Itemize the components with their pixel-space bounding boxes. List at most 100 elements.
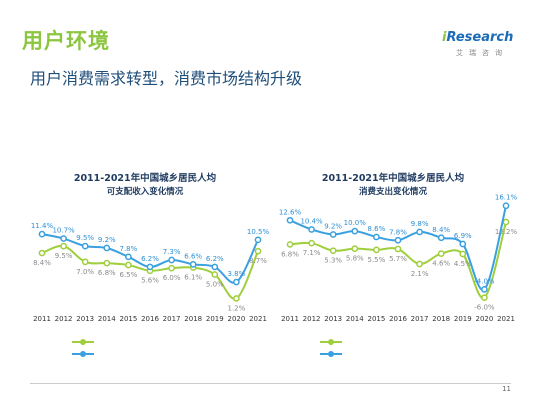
x-tick-label: 2017: [163, 315, 181, 323]
page-number: 11: [502, 385, 511, 393]
data-point: [394, 245, 402, 253]
footer-divider: [30, 383, 511, 384]
data-label: -6.0%: [474, 304, 495, 312]
data-point: [103, 259, 111, 267]
data-label: 12.6%: [279, 208, 302, 216]
data-point: [351, 227, 359, 235]
data-point: [416, 260, 423, 268]
data-point: [254, 247, 262, 255]
x-tick-label: 2015: [367, 315, 385, 323]
data-label: 2.1%: [411, 270, 429, 278]
page-title: 用户环境: [22, 29, 110, 53]
data-point: [329, 231, 337, 238]
data-point: [60, 242, 67, 250]
data-point: [125, 253, 132, 261]
x-tick-label: 2018: [184, 315, 202, 323]
data-point: [394, 236, 402, 244]
x-tick-label: 2018: [432, 315, 450, 323]
data-label: 1.2%: [228, 304, 246, 312]
brand-name: iResearch: [442, 30, 514, 45]
x-tick-label: 2012: [303, 315, 321, 323]
data-label: 7.8%: [389, 228, 407, 236]
data-point: [437, 250, 445, 257]
data-point: [459, 240, 467, 248]
data-label: 4.5%: [454, 260, 472, 268]
data-label: -4.0%: [474, 277, 495, 285]
data-label: 5.5%: [368, 256, 386, 264]
brand-logo: iResearch 艾瑞咨询: [442, 30, 514, 58]
data-point: [286, 216, 294, 224]
x-tick-label: 2020: [475, 315, 493, 323]
data-point: [373, 233, 380, 241]
data-label: 12.2%: [495, 228, 518, 236]
x-tick-label: 2017: [411, 315, 429, 323]
data-point: [233, 295, 240, 302]
data-label: 6.5%: [120, 271, 138, 279]
x-tick-label: 2013: [324, 315, 342, 323]
data-point: [211, 271, 219, 278]
data-label: 8.4%: [33, 259, 51, 267]
data-point: [60, 235, 67, 242]
data-label: 6.9%: [454, 232, 472, 240]
data-label: 6.8%: [281, 250, 299, 258]
data-label: 8.6%: [368, 225, 386, 233]
data-label: 16.1%: [495, 194, 518, 202]
data-point: [329, 247, 337, 255]
data-label: 5.3%: [324, 257, 342, 265]
body-paragraph: [32, 96, 508, 160]
x-tick-label: 2013: [76, 315, 94, 323]
data-point: [81, 242, 89, 250]
data-point: [437, 234, 445, 242]
data-point: [168, 256, 175, 264]
data-label: 9.8%: [411, 220, 429, 228]
legend-consumption-series-b: [320, 351, 347, 357]
x-tick-label: 2014: [346, 315, 364, 323]
x-tick-label: 2011: [33, 315, 51, 323]
chart-subtitle-income: 可支配收入变化情况: [106, 187, 184, 197]
data-point: [416, 228, 423, 236]
chart-title-income: 2011-2021年中国城乡居民人均: [73, 173, 217, 184]
x-tick-label: 2011: [281, 315, 299, 323]
data-label: 5.6%: [141, 277, 159, 285]
income-line-chart: 2011 2012 2013 2014 2015 2016 2017 2018 2019 2020…: [31, 222, 270, 323]
data-point: [481, 286, 488, 293]
legend-income-series-a: [72, 339, 99, 345]
data-point: [38, 249, 46, 257]
data-label: 10.7%: [52, 227, 75, 235]
data-point: [103, 244, 111, 252]
data-label: 9.5%: [55, 252, 73, 260]
data-point: [254, 236, 262, 244]
data-label: 10.4%: [300, 217, 323, 225]
x-tick-label: 2019: [454, 315, 472, 323]
x-tick-label: 2021: [497, 315, 515, 323]
data-label: 3.8%: [228, 270, 246, 278]
data-label: 6.6%: [184, 252, 202, 260]
data-label: 9.2%: [98, 236, 116, 244]
data-label: 9.2%: [324, 222, 342, 230]
data-point: [168, 264, 175, 272]
data-label: 5.8%: [346, 255, 364, 263]
x-tick-label: 2016: [389, 315, 407, 323]
data-label: 7.1%: [303, 249, 321, 257]
x-tick-label: 2019: [206, 315, 224, 323]
data-label: 7.3%: [163, 248, 181, 256]
data-point: [233, 278, 240, 286]
x-tick-label: 2015: [119, 315, 137, 323]
data-point: [308, 226, 315, 233]
data-point: [502, 202, 510, 210]
data-point: [189, 261, 197, 268]
x-tick-label: 2012: [55, 315, 73, 323]
data-label: 5.0%: [206, 280, 224, 288]
chart-title-consumption: 2011-2021年中国城乡居民人均: [321, 173, 465, 184]
data-label: 8.7%: [249, 257, 267, 265]
data-label: 4.6%: [432, 260, 450, 268]
data-point: [125, 261, 132, 269]
data-label: 6.2%: [206, 255, 224, 263]
data-label: 10.0%: [344, 219, 367, 227]
x-tick-label: 2014: [98, 315, 116, 323]
data-point: [351, 245, 359, 252]
data-point: [373, 246, 380, 254]
data-label: 5.7%: [389, 255, 407, 263]
data-point: [286, 241, 294, 248]
data-label: 7.0%: [76, 268, 94, 276]
